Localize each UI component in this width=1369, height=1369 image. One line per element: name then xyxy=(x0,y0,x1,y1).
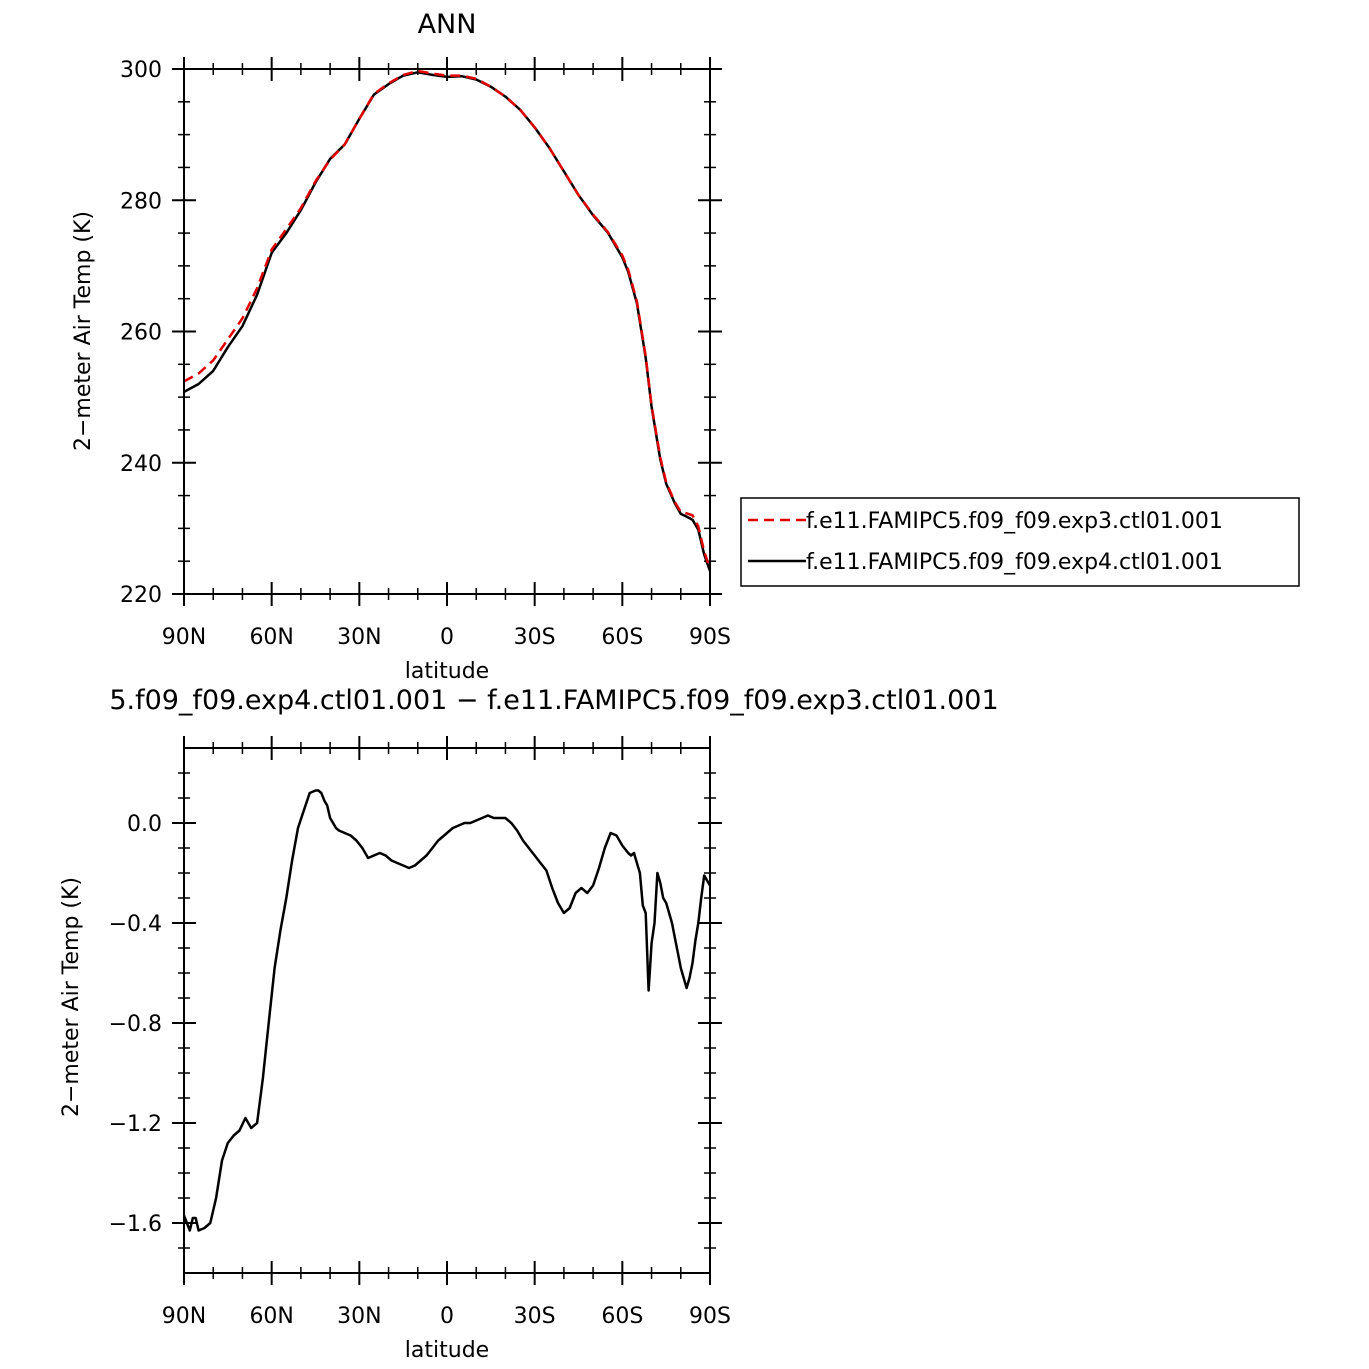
bottom-x-tick-label: 0 xyxy=(440,1304,454,1329)
top-x-tick-label: 90N xyxy=(162,625,206,650)
top-series-line-0 xyxy=(183,69,712,570)
top-x-tick-label: 60S xyxy=(601,625,643,650)
bottom-plot-title: 5.f09_f09.exp4.ctl01.001 − f.e11.FAMIPC5… xyxy=(109,685,998,716)
bottom-y-axis-title: 2−meter Air Temp (K) xyxy=(59,877,84,1117)
top-y-tick-label: 280 xyxy=(120,189,162,214)
top-y-tick-label: 300 xyxy=(120,58,162,83)
top-x-tick-label: 0 xyxy=(440,625,454,650)
legend-label-exp3: f.e11.FAMIPC5.f09_f09.exp3.ctl01.001 xyxy=(806,509,1223,534)
top-x-tick-label: 60N xyxy=(249,625,293,650)
top-plot-frame xyxy=(183,68,711,595)
legend-label-exp4: f.e11.FAMIPC5.f09_f09.exp4.ctl01.001 xyxy=(806,550,1223,575)
bottom-y-tick-label: −0.4 xyxy=(109,912,162,937)
bottom-y-tick-label: −1.2 xyxy=(109,1112,162,1137)
top-x-axis-title: latitude xyxy=(405,659,489,684)
legend-box xyxy=(740,497,1300,587)
bottom-plot-frame xyxy=(183,747,711,1274)
top-y-axis-title: 2−meter Air Temp (K) xyxy=(71,211,96,451)
bottom-y-tick-label: −0.8 xyxy=(109,1012,162,1037)
bottom-y-tick-label: −1.6 xyxy=(109,1212,162,1237)
bottom-series-line-0 xyxy=(182,789,712,1232)
bottom-x-axis-title: latitude xyxy=(405,1338,489,1363)
top-y-tick-label: 240 xyxy=(120,452,162,477)
bottom-x-tick-label: 90N xyxy=(162,1304,206,1329)
top-y-tick-label: 220 xyxy=(120,583,162,608)
bottom-x-tick-label: 30S xyxy=(514,1304,556,1329)
bottom-panel: 5.f09_f09.exp4.ctl01.001 − f.e11.FAMIPC5… xyxy=(59,685,999,1363)
bottom-x-tick-label: 90S xyxy=(689,1304,731,1329)
legend: f.e11.FAMIPC5.f09_f09.exp3.ctl01.001 f.e… xyxy=(740,497,1300,587)
top-x-tick-label: 30S xyxy=(514,625,556,650)
top-plot-title: ANN xyxy=(418,9,477,40)
top-panel: ANN 90N 60N 30N 0 30S 60S 90S 220 240 260 280 300 l… xyxy=(71,9,1300,684)
top-y-tick-label: 260 xyxy=(120,321,162,346)
top-x-tick-label: 90S xyxy=(689,625,731,650)
bottom-x-tick-label: 60N xyxy=(249,1304,293,1329)
bottom-x-tick-label: 60S xyxy=(601,1304,643,1329)
top-series-line-1 xyxy=(183,71,712,572)
top-x-tick-label: 30N xyxy=(337,625,381,650)
bottom-x-tick-label: 30N xyxy=(337,1304,381,1329)
bottom-y-tick-label: 0.0 xyxy=(127,812,162,837)
